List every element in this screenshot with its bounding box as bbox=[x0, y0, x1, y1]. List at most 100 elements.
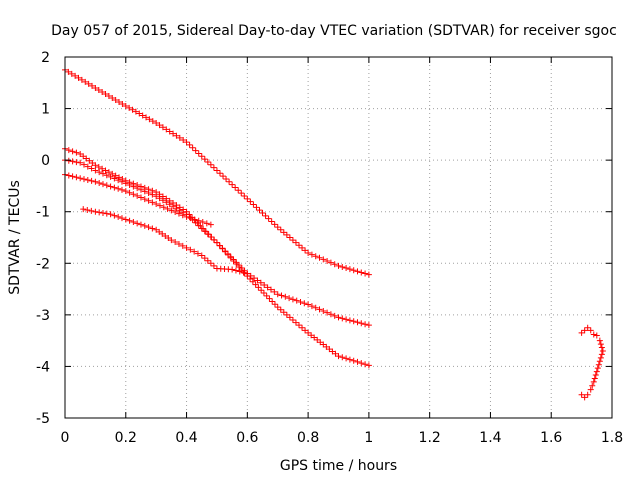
data-point bbox=[229, 266, 236, 273]
data-point bbox=[96, 179, 103, 186]
data-point bbox=[156, 202, 163, 209]
data-point bbox=[335, 262, 342, 269]
data-point bbox=[592, 372, 599, 379]
data-point bbox=[111, 175, 118, 182]
data-point bbox=[103, 210, 110, 217]
data-point bbox=[254, 277, 261, 284]
data-point bbox=[222, 248, 229, 255]
data-point bbox=[286, 295, 293, 302]
data-point bbox=[172, 209, 179, 216]
data-point bbox=[145, 224, 152, 231]
data-point bbox=[162, 232, 169, 239]
data-point bbox=[305, 249, 312, 256]
data-point bbox=[314, 336, 321, 343]
x-tick-label: 0.6 bbox=[236, 430, 258, 446]
data-point bbox=[192, 147, 199, 154]
data-point bbox=[271, 221, 278, 228]
data-point bbox=[280, 229, 287, 236]
data-point bbox=[73, 149, 80, 156]
data-point bbox=[72, 72, 79, 79]
data-point bbox=[593, 332, 600, 339]
data-point bbox=[180, 206, 187, 213]
data-point bbox=[230, 257, 237, 264]
data-point bbox=[208, 234, 215, 241]
data-point bbox=[146, 116, 153, 123]
data-point bbox=[584, 324, 591, 331]
data-point bbox=[183, 208, 190, 215]
data-point bbox=[244, 195, 251, 202]
data-point bbox=[587, 327, 594, 334]
data-point bbox=[584, 391, 591, 398]
data-point bbox=[350, 357, 357, 364]
data-point bbox=[141, 196, 148, 203]
data-point bbox=[295, 322, 302, 329]
data-point bbox=[129, 106, 136, 113]
data-point bbox=[354, 319, 361, 326]
data-point bbox=[194, 250, 201, 257]
data-point bbox=[107, 211, 114, 218]
data-point bbox=[126, 179, 133, 186]
data-point bbox=[149, 225, 156, 232]
data-point bbox=[164, 205, 171, 212]
data-point bbox=[80, 206, 87, 213]
data-point bbox=[166, 197, 173, 204]
y-tick-label: 0 bbox=[41, 153, 50, 169]
data-point bbox=[598, 351, 605, 358]
data-point bbox=[595, 361, 602, 368]
data-point bbox=[126, 217, 133, 224]
data-point bbox=[130, 191, 137, 198]
data-point bbox=[107, 173, 114, 180]
data-point bbox=[301, 300, 308, 307]
data-point bbox=[233, 260, 240, 267]
data-point bbox=[236, 264, 243, 271]
data-point bbox=[597, 354, 604, 361]
data-point bbox=[145, 186, 152, 193]
data-point bbox=[160, 204, 167, 211]
series-track-e bbox=[80, 206, 251, 277]
data-point bbox=[219, 245, 226, 252]
data-point bbox=[99, 210, 106, 217]
data-point bbox=[191, 248, 198, 255]
data-point bbox=[308, 332, 315, 339]
data-point bbox=[216, 170, 223, 177]
data-point bbox=[269, 298, 276, 305]
data-point bbox=[260, 290, 267, 297]
data-point bbox=[289, 317, 296, 324]
data-point bbox=[99, 165, 106, 172]
data-point bbox=[159, 193, 166, 200]
data-point bbox=[180, 136, 187, 143]
data-point bbox=[224, 251, 231, 258]
data-point bbox=[578, 329, 585, 336]
data-point bbox=[591, 375, 598, 382]
data-point bbox=[210, 262, 217, 269]
y-tick-label: -1 bbox=[36, 205, 50, 221]
data-point bbox=[343, 265, 350, 272]
data-point bbox=[65, 68, 72, 75]
data-point bbox=[119, 100, 126, 107]
data-point bbox=[69, 158, 76, 165]
data-point bbox=[82, 78, 89, 85]
data-point bbox=[277, 306, 284, 313]
data-point bbox=[339, 354, 346, 361]
data-point bbox=[88, 177, 95, 184]
data-point bbox=[149, 118, 156, 125]
data-point bbox=[84, 176, 91, 183]
data-point bbox=[68, 70, 75, 77]
data-point bbox=[289, 237, 296, 244]
data-point bbox=[250, 201, 257, 208]
data-point bbox=[335, 314, 342, 321]
data-point bbox=[134, 192, 141, 199]
data-point bbox=[293, 297, 300, 304]
data-point bbox=[365, 322, 372, 329]
data-point bbox=[130, 219, 137, 226]
data-point bbox=[358, 269, 365, 276]
data-point bbox=[156, 228, 163, 235]
data-point bbox=[277, 226, 284, 233]
x-axis-title: GPS time / hours bbox=[280, 458, 397, 474]
data-point bbox=[202, 228, 209, 235]
data-point bbox=[136, 110, 143, 117]
series-track-d bbox=[62, 171, 214, 228]
data-point bbox=[195, 150, 202, 157]
x-tick-label: 1.4 bbox=[479, 430, 501, 446]
data-point bbox=[324, 258, 331, 265]
